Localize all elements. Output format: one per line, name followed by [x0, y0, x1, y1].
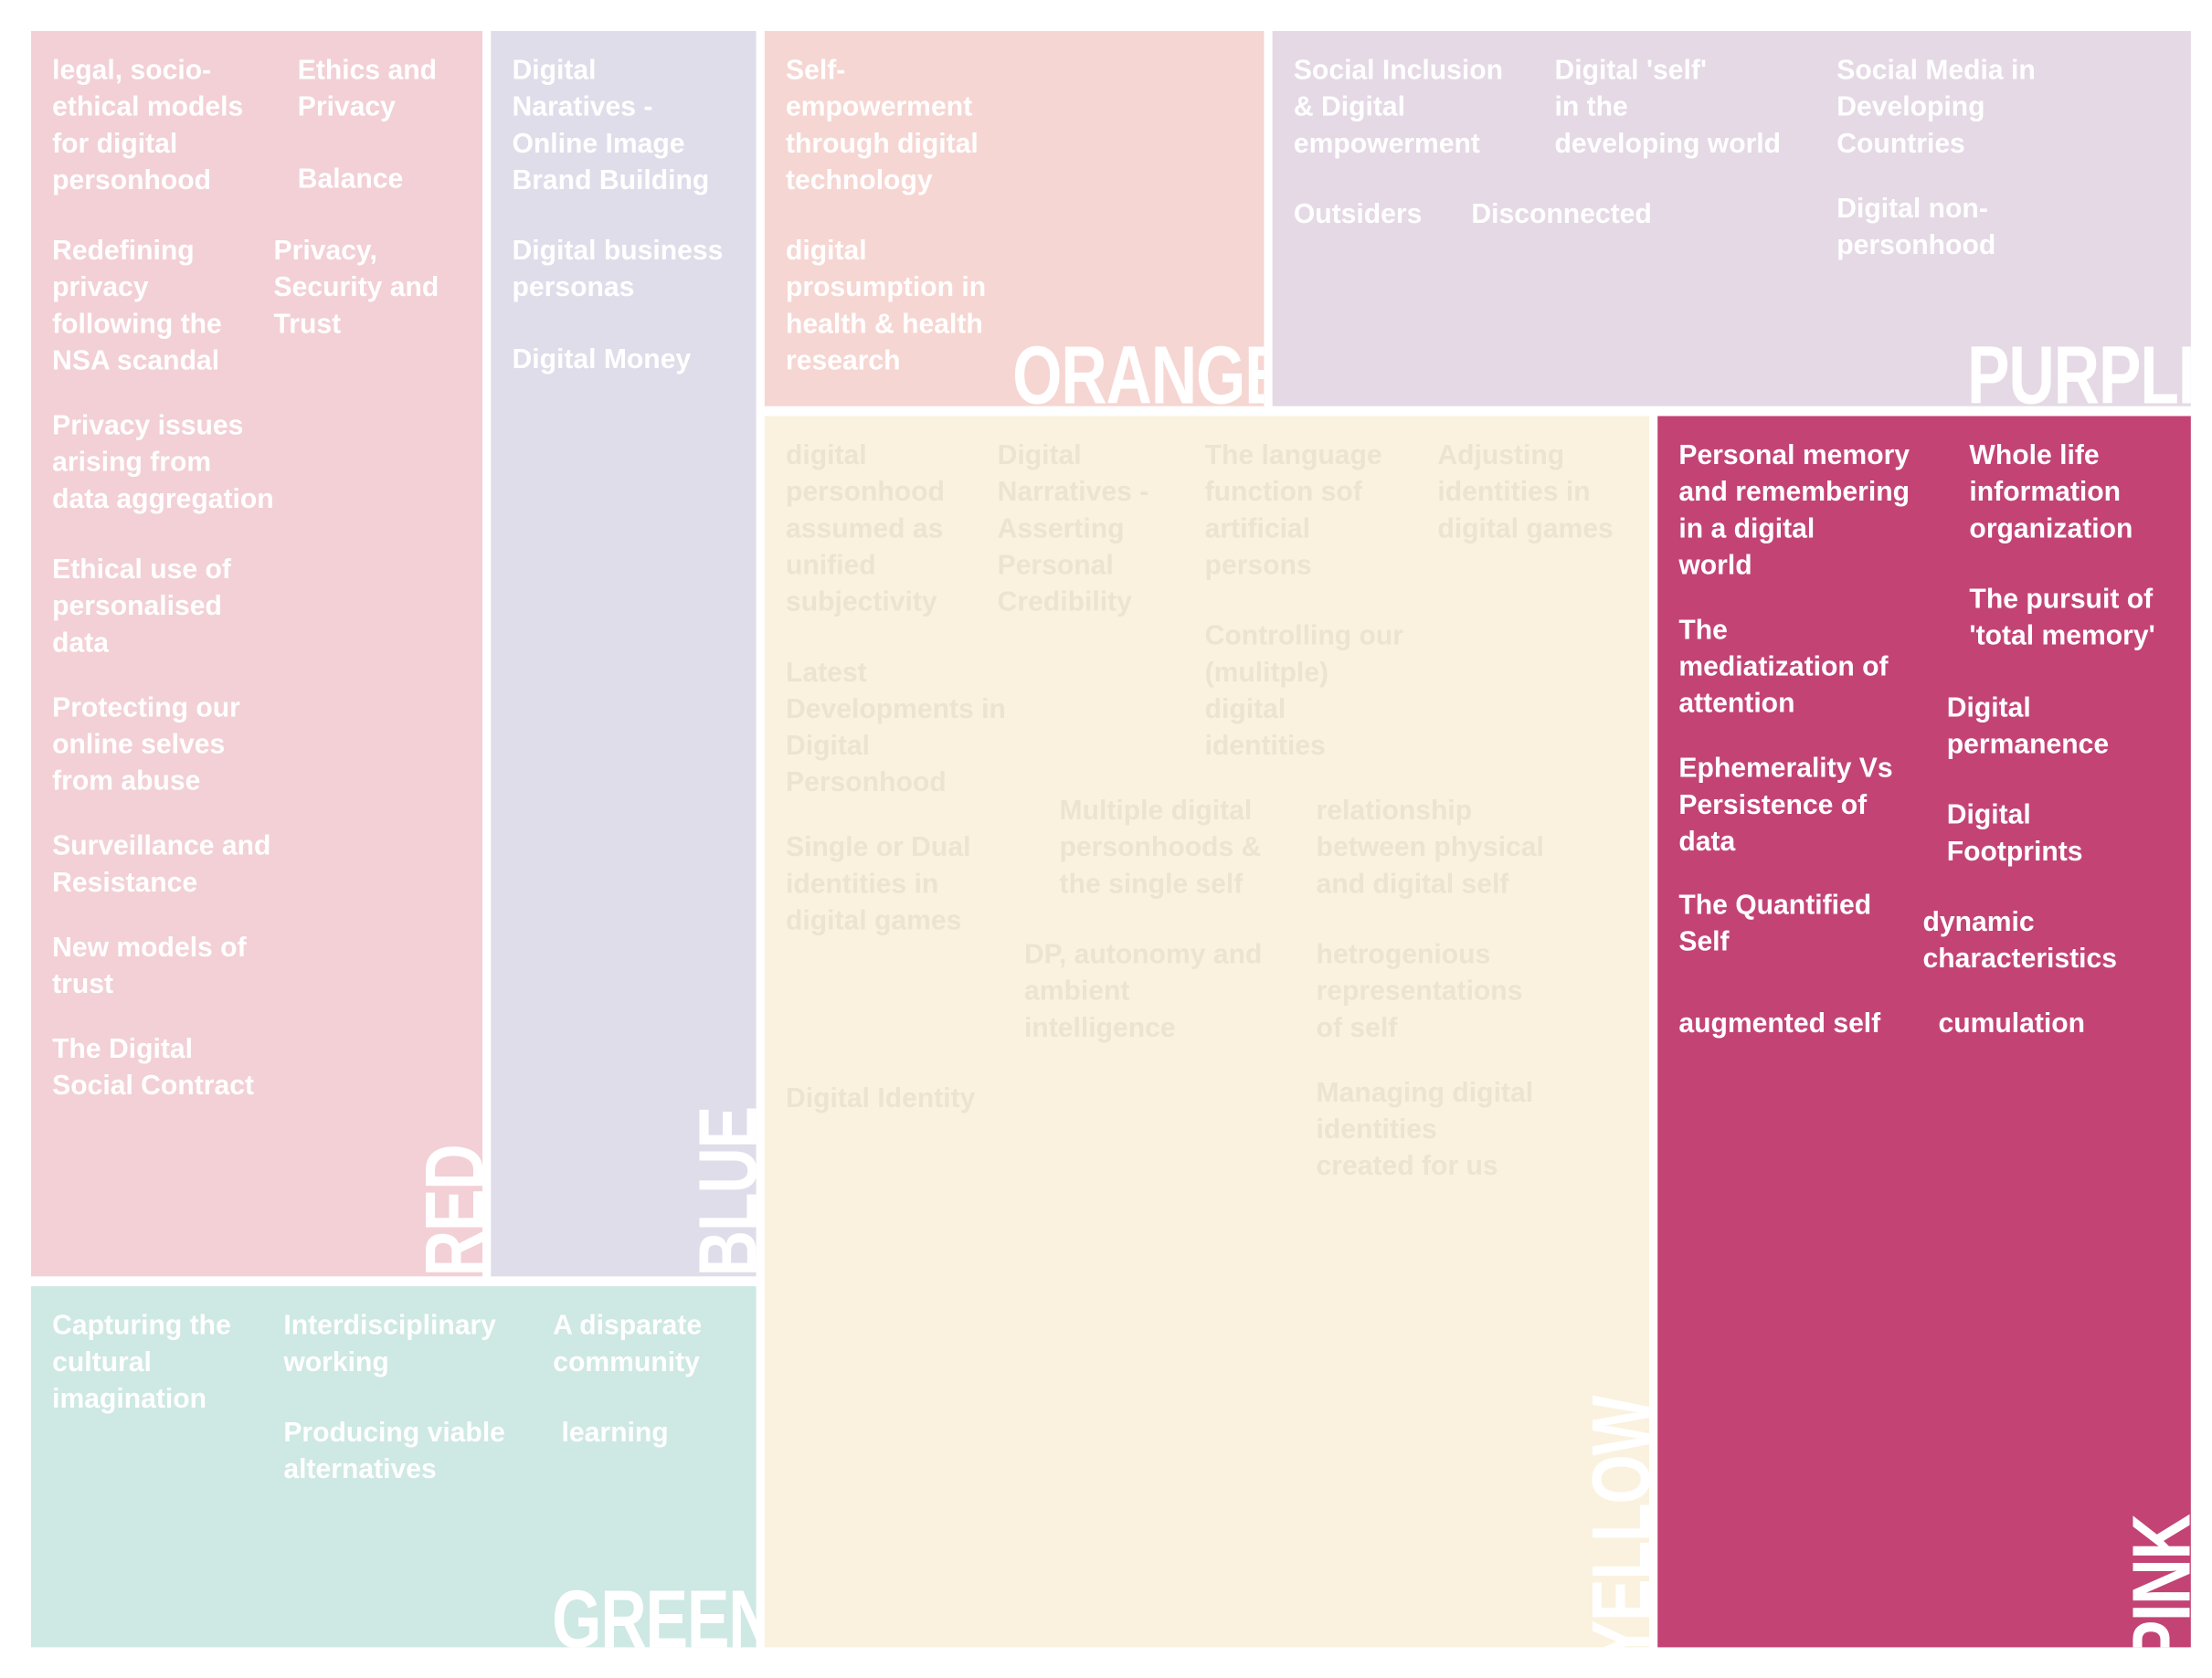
- purple-topic: Digital 'self' in the developing world: [1554, 55, 1782, 160]
- red-title: RED: [408, 1145, 483, 1277]
- purple-topic: Outsiders: [1293, 198, 1423, 230]
- green-topic: Capturing the cultural imagination: [52, 1310, 231, 1415]
- orange-title: ORANGE: [1012, 330, 1265, 406]
- red-topic: Redefining privacy following the NSA sca…: [52, 235, 222, 377]
- yellow-topic: Controlling our (mulitple) digital ident…: [1204, 620, 1403, 762]
- yellow-topic: The language function sof artificial per…: [1204, 439, 1382, 582]
- pink-topic: Personal memory and remembering in a dig…: [1678, 439, 1910, 582]
- red-topic: legal, socio- ethical models for digital…: [52, 55, 244, 196]
- pink-topic: The mediatization of attention: [1678, 615, 1889, 720]
- red-topic: Privacy, Security and Trust: [273, 235, 439, 341]
- red-topic: Ethics and Privacy: [297, 55, 438, 123]
- red-topic: Balance: [297, 164, 404, 195]
- pink-topic: dynamic characteristics: [1922, 906, 2118, 975]
- purple-topic: Disconnected: [1471, 198, 1652, 230]
- red-topic: New models of trust: [52, 932, 247, 1000]
- yellow-topic: Digital Narratives - Asserting Personal …: [997, 439, 1149, 618]
- orange-topic: digital prosumption in health & health r…: [786, 235, 987, 377]
- blue-topic: Digital Money: [512, 343, 692, 375]
- yellow-topic: hetrogenious representations of self: [1316, 939, 1523, 1044]
- green-topic: Producing viable alternatives: [283, 1417, 505, 1485]
- purple-panel: Social Inclusion & Digital empowerment D…: [1272, 30, 2191, 406]
- green-title: GREEN: [551, 1574, 757, 1648]
- yellow-topic: Digital Identity: [786, 1082, 976, 1114]
- pink-panel: Personal memory and remembering in a dig…: [1657, 416, 2191, 1648]
- blue-panel: Digital Naratives - Online Image Brand B…: [491, 30, 757, 1277]
- red-topic: The Digital Social Contract: [52, 1033, 254, 1102]
- pink-topic: Ephemerality Vs Persistence of data: [1678, 753, 1893, 858]
- pink-topic: cumulation: [1938, 1008, 2086, 1040]
- green-topic: learning: [561, 1417, 669, 1449]
- red-topic: Protecting our online selves from abuse: [52, 692, 240, 797]
- blue-topic: Digital Naratives - Online Image Brand B…: [512, 55, 710, 196]
- yellow-topic: Adjusting identities in digital games: [1437, 439, 1614, 544]
- blue-title: BLUE: [683, 1106, 757, 1277]
- yellow-topic: Multiple digital personhoods & the singl…: [1059, 795, 1262, 901]
- yellow-topic: digital personhood assumed as unified su…: [786, 439, 945, 618]
- purple-title: PURPLE: [1966, 330, 2191, 406]
- blue-topic: Digital business personas: [512, 235, 724, 303]
- yellow-title: YELLOW: [1575, 1396, 1649, 1648]
- yellow-topic: relationship between physical and digita…: [1316, 795, 1544, 901]
- pink-topic: The Quantified Self: [1678, 890, 1872, 958]
- red-panel: legal, socio- ethical models for digital…: [30, 30, 483, 1277]
- pink-topic: The pursuit of 'total memory': [1969, 584, 2155, 652]
- green-topic: A disparate community: [553, 1310, 703, 1378]
- pink-topic: Digital Footprints: [1946, 799, 2083, 868]
- pink-topic: augmented self: [1678, 1008, 1881, 1040]
- red-topic: Ethical use of personalised data: [52, 554, 231, 660]
- yellow-topic: Latest Developments in Digital Personhoo…: [786, 657, 1006, 798]
- purple-topic: Digital non- personhood: [1836, 193, 1996, 261]
- orange-topic: Self- empowerment through digital techno…: [786, 55, 979, 196]
- yellow-topic: Single or Dual identities in digital gam…: [786, 831, 971, 937]
- green-panel: Capturing the cultural imagination Inter…: [30, 1286, 757, 1648]
- purple-topic: Social Media in Developing Countries: [1836, 55, 2036, 160]
- red-topic: Surveillance and Resistance: [52, 830, 271, 899]
- yellow-topic: Managing digital identities created for …: [1316, 1077, 1534, 1182]
- yellow-panel: digital personhood assumed as unified su…: [764, 416, 1649, 1648]
- pink-topic: Digital permanence: [1946, 692, 2110, 761]
- pink-title: PINK: [2116, 1514, 2191, 1647]
- pink-topic: Whole life information organization: [1969, 439, 2133, 544]
- green-topic: Interdisciplinary working: [283, 1310, 496, 1378]
- red-topic: Privacy issues arising from data aggrega…: [52, 410, 274, 515]
- purple-topic: Social Inclusion & Digital empowerment: [1293, 55, 1504, 160]
- orange-panel: Self- empowerment through digital techno…: [764, 30, 1265, 406]
- yellow-topic: DP, autonomy and ambient intelligence: [1023, 939, 1263, 1044]
